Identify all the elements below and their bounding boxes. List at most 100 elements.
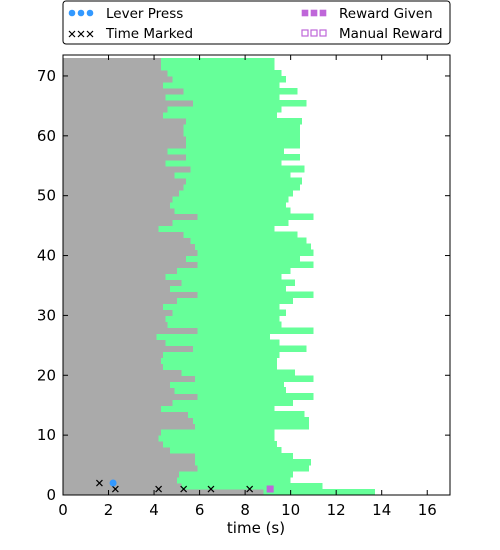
y-tick-label: 10	[37, 426, 56, 444]
post-reward-bar	[167, 147, 284, 155]
pre-reward-bar	[63, 105, 168, 113]
x-stroke	[95, 479, 103, 487]
post-reward-bar	[174, 387, 287, 394]
pre-reward-bar	[63, 183, 184, 191]
post-reward-bar	[197, 393, 314, 400]
legend-marker	[77, 30, 85, 38]
pre-reward-bar	[63, 207, 175, 215]
post-reward-bar	[195, 423, 309, 430]
post-reward-bar	[197, 213, 314, 221]
legend-entry: Reward Given	[301, 6, 433, 22]
y-tick-label: 30	[37, 306, 56, 324]
x-axis-label: time (s)	[227, 519, 285, 537]
post-reward-bar	[195, 243, 312, 251]
pre-reward-bar	[63, 93, 166, 101]
post-reward-bar	[185, 153, 300, 161]
pre-reward-bar	[63, 201, 170, 209]
legend-marker	[77, 9, 85, 17]
post-reward-bar	[160, 357, 277, 364]
y-tick-label: 70	[37, 67, 56, 85]
post-reward-bar	[181, 369, 296, 376]
pre-reward-bar	[63, 63, 161, 71]
pre-reward-bar	[63, 237, 191, 245]
post-reward-bar	[185, 135, 300, 143]
pre-reward-bar	[63, 459, 196, 466]
post-reward-bar	[163, 81, 280, 89]
pre-reward-bar	[63, 381, 170, 388]
pre-reward-bar	[63, 321, 168, 328]
pre-reward-bar	[63, 147, 168, 155]
time-marked-marker	[180, 485, 188, 493]
post-reward-bar	[158, 435, 275, 442]
pre-reward-bar	[63, 417, 193, 424]
post-reward-bar	[190, 237, 307, 245]
reward-given-marker	[266, 485, 274, 493]
post-reward-bar	[163, 351, 280, 358]
pre-reward-bar	[63, 57, 161, 65]
legend-box	[62, 0, 451, 45]
post-reward-bar	[183, 129, 300, 137]
post-reward-bar	[185, 117, 303, 125]
pre-reward-bar	[63, 141, 186, 149]
pre-reward-bar	[63, 351, 164, 358]
post-reward-bar	[167, 105, 282, 113]
pre-reward-bar	[63, 261, 198, 269]
pre-reward-bar	[63, 387, 175, 394]
pre-reward-bar	[63, 273, 166, 281]
pre-reward-bar	[63, 333, 157, 340]
pre-reward-bar	[63, 465, 198, 472]
legend-label: Time Marked	[105, 26, 193, 42]
post-reward-bar	[163, 111, 277, 119]
x-tick-label: 10	[281, 501, 300, 519]
post-reward-bar	[174, 171, 291, 179]
legend-label: Manual Reward	[339, 26, 443, 42]
pre-reward-bar	[63, 81, 164, 89]
pre-reward-bar	[63, 375, 196, 382]
pre-reward-bar	[63, 297, 177, 305]
pre-reward-bar	[63, 99, 193, 107]
x-tick-label: 14	[372, 501, 391, 519]
pre-reward-bar	[63, 393, 198, 400]
post-reward-bar	[181, 279, 296, 287]
time-marked-marker	[111, 485, 119, 493]
post-reward-bar	[174, 207, 291, 215]
time-marked-marker	[207, 485, 215, 493]
pre-reward-bar	[63, 279, 182, 287]
pre-reward-bar	[63, 339, 166, 346]
post-reward-bar	[167, 321, 282, 328]
legend-entry: Time Marked	[68, 26, 193, 42]
post-reward-bar	[160, 429, 275, 436]
pre-reward-bar	[63, 411, 189, 418]
post-reward-bar	[163, 441, 277, 448]
post-reward-bar	[169, 447, 282, 454]
post-reward-bar	[195, 453, 293, 460]
pre-reward-bar	[63, 489, 264, 496]
x-stroke	[68, 30, 76, 38]
tick-labels: 0 2 4 6 8 10 12 14 16 0 10 20 30 40 50 60 70	[37, 67, 437, 519]
pre-reward-bar	[63, 219, 173, 227]
post-reward-bar	[197, 465, 309, 472]
post-reward-bar	[183, 231, 298, 239]
x-stroke	[207, 485, 215, 493]
pre-reward-bar	[63, 111, 164, 119]
pre-reward-bar	[63, 435, 159, 442]
post-reward-bar	[160, 405, 275, 412]
pre-reward-bar	[63, 327, 198, 334]
pre-reward-bar	[63, 345, 193, 352]
legend-marker	[301, 29, 309, 37]
pre-reward-bar	[63, 75, 173, 83]
post-reward-bar	[172, 75, 287, 83]
post-reward-bar	[160, 63, 275, 71]
legend-label: Reward Given	[339, 6, 433, 22]
legend-label: Lever Press	[106, 6, 183, 22]
post-reward-bar	[197, 291, 314, 299]
pre-reward-bar	[63, 225, 159, 233]
post-reward-bar	[176, 267, 291, 275]
pre-reward-bar	[63, 363, 164, 370]
legend-marker	[301, 9, 309, 17]
x-tick-label: 6	[195, 501, 205, 519]
x-stroke	[86, 30, 94, 38]
post-reward-bar	[167, 69, 282, 77]
legend-entry: Lever Press	[68, 6, 183, 22]
